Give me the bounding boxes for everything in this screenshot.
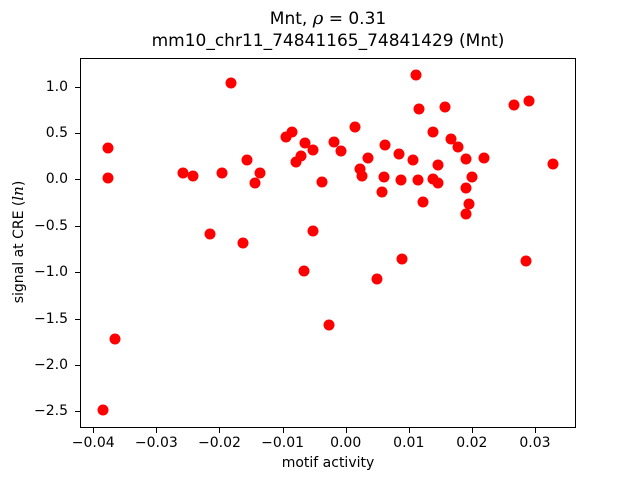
data-point bbox=[371, 273, 383, 285]
data-point bbox=[523, 95, 535, 107]
data-point bbox=[547, 158, 559, 170]
y-tick-label: −2.0 bbox=[34, 356, 68, 373]
rho-symbol: ρ bbox=[312, 8, 324, 29]
x-tick-mark bbox=[534, 427, 536, 433]
data-point bbox=[410, 69, 422, 81]
y-tick-mark bbox=[75, 86, 80, 88]
x-tick-label: 0.03 bbox=[519, 435, 551, 451]
x-tick-mark bbox=[408, 427, 410, 433]
data-point bbox=[412, 174, 424, 186]
y-tick-label: −2.5 bbox=[34, 403, 68, 420]
x-tick-label: −0.04 bbox=[71, 435, 115, 451]
y-tick-label: 1.0 bbox=[45, 78, 68, 95]
data-point bbox=[393, 148, 405, 160]
y-tick-label: 0.5 bbox=[45, 125, 68, 142]
data-point bbox=[102, 142, 114, 154]
data-point bbox=[237, 237, 249, 248]
y-axis-label: signal at CRE (ln) bbox=[9, 180, 27, 304]
data-point bbox=[299, 137, 311, 149]
data-point bbox=[298, 265, 310, 277]
data-point bbox=[290, 156, 302, 168]
data-point bbox=[379, 139, 391, 151]
x-tick-mark bbox=[93, 427, 95, 433]
data-point bbox=[452, 141, 464, 153]
x-tick-label: 0.01 bbox=[393, 435, 425, 451]
chart-title-line1: Mnt, ρ = 0.31 bbox=[269, 8, 387, 29]
data-point bbox=[328, 136, 340, 148]
data-point bbox=[335, 145, 347, 157]
data-point bbox=[395, 174, 407, 186]
y-tick-mark bbox=[75, 364, 80, 366]
y-tick-mark bbox=[75, 225, 80, 227]
data-point bbox=[413, 103, 425, 115]
x-tick-label: −0.01 bbox=[261, 435, 305, 451]
x-tick-label: −0.03 bbox=[134, 435, 178, 451]
data-point bbox=[187, 170, 199, 182]
data-point bbox=[376, 186, 388, 198]
data-point bbox=[466, 171, 478, 183]
data-point bbox=[307, 225, 319, 237]
chart-title: Mnt, ρ = 0.31 mm10_chr11_74841165_748414… bbox=[80, 8, 576, 52]
x-tick-label: −0.02 bbox=[198, 435, 241, 451]
data-point bbox=[295, 150, 307, 162]
y-tick-label: −1.5 bbox=[34, 310, 68, 327]
data-point bbox=[432, 177, 444, 189]
x-tick-label: 0.00 bbox=[330, 435, 362, 451]
data-point bbox=[460, 153, 472, 165]
y-tick-label: 0.0 bbox=[45, 171, 68, 188]
y-tick-label: −0.5 bbox=[34, 217, 68, 234]
data-point bbox=[427, 126, 439, 138]
data-point bbox=[316, 176, 328, 188]
data-point bbox=[407, 154, 419, 166]
data-point bbox=[445, 133, 457, 145]
data-point bbox=[254, 167, 266, 179]
x-tick-mark bbox=[156, 427, 158, 433]
data-point bbox=[204, 228, 216, 240]
data-point bbox=[356, 170, 368, 182]
data-point bbox=[354, 163, 366, 175]
data-point bbox=[286, 126, 298, 138]
data-point bbox=[460, 182, 472, 194]
data-point bbox=[463, 198, 475, 210]
chart-title-line2: mm10_chr11_74841165_74841429 (Mnt) bbox=[151, 31, 505, 51]
data-point bbox=[177, 167, 189, 179]
data-point bbox=[241, 154, 253, 166]
x-tick-label: 0.02 bbox=[456, 435, 488, 451]
y-tick-mark bbox=[75, 411, 80, 413]
data-point bbox=[97, 404, 109, 416]
x-tick-mark bbox=[471, 427, 473, 433]
x-tick-mark bbox=[345, 427, 347, 433]
data-point bbox=[478, 152, 490, 164]
y-tick-mark bbox=[75, 318, 80, 320]
data-point bbox=[396, 253, 408, 265]
x-tick-mark bbox=[219, 427, 221, 433]
x-axis-label: motif activity bbox=[281, 455, 375, 471]
data-point bbox=[432, 159, 444, 171]
data-point bbox=[417, 196, 429, 208]
plot-area bbox=[80, 57, 576, 428]
data-point bbox=[349, 121, 361, 133]
data-point bbox=[520, 255, 532, 267]
data-point bbox=[378, 171, 390, 183]
data-point bbox=[323, 319, 335, 331]
data-point bbox=[439, 101, 451, 113]
x-tick-mark bbox=[282, 427, 284, 433]
data-point bbox=[225, 77, 237, 89]
y-tick-mark bbox=[75, 272, 80, 274]
data-point bbox=[362, 152, 374, 164]
data-point bbox=[216, 167, 228, 179]
data-point bbox=[109, 333, 121, 345]
data-point bbox=[460, 208, 472, 220]
data-point bbox=[508, 99, 520, 111]
data-point bbox=[249, 177, 261, 189]
data-point bbox=[102, 172, 114, 184]
data-point bbox=[280, 131, 292, 143]
data-point bbox=[307, 144, 319, 156]
y-tick-label: −1.0 bbox=[34, 264, 68, 281]
y-tick-mark bbox=[75, 133, 80, 135]
y-tick-mark bbox=[75, 179, 80, 181]
